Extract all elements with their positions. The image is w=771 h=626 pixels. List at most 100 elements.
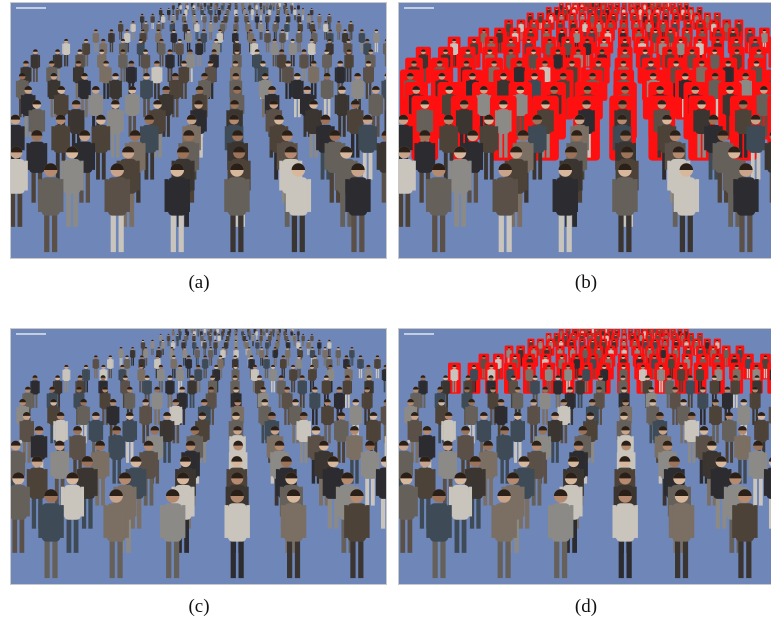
- person-arm: [231, 393, 233, 407]
- person-arm: [130, 24, 131, 31]
- person-body: [496, 177, 515, 215]
- person-leg: [607, 15, 608, 21]
- person-body: [383, 369, 386, 381]
- person-body: [291, 5, 293, 9]
- person-body: [297, 331, 299, 335]
- person-leg: [186, 341, 187, 347]
- person-arm: [155, 33, 156, 41]
- person-leg: [349, 67, 351, 82]
- person-leg: [324, 423, 327, 443]
- person-body: [109, 109, 121, 134]
- person-arm: [290, 350, 291, 357]
- person-body: [328, 369, 334, 381]
- person-leg: [274, 6, 275, 10]
- person-arm: [251, 10, 252, 15]
- person-arm: [290, 17, 291, 23]
- person-leg: [285, 81, 287, 99]
- person-arm: [217, 343, 218, 349]
- person-arm: [735, 110, 737, 131]
- person-leg: [328, 348, 329, 355]
- person-arm: [576, 67, 578, 81]
- person-body: [159, 10, 162, 15]
- person-arm: [196, 343, 197, 349]
- person-leg: [292, 335, 293, 340]
- render-panel: [10, 2, 387, 259]
- person-leg: [121, 31, 122, 40]
- person-arm: [209, 81, 211, 97]
- person-leg: [116, 131, 119, 158]
- person-arm: [279, 343, 280, 349]
- person-arm: [687, 55, 688, 67]
- person-arm: [208, 24, 209, 31]
- person-arm: [216, 381, 217, 393]
- person-leg: [330, 22, 331, 29]
- person-body: [337, 24, 341, 32]
- person-arm: [232, 370, 233, 380]
- person-arm: [525, 95, 527, 114]
- person-arm: [741, 24, 742, 31]
- person-leg: [302, 15, 303, 21]
- person-body: [399, 159, 413, 194]
- person-arm: [322, 381, 323, 393]
- person-arm: [194, 24, 195, 31]
- person-leg: [215, 335, 216, 340]
- person-leg: [708, 22, 709, 29]
- person-leg: [399, 190, 403, 227]
- person-arm: [148, 350, 149, 357]
- person-leg: [254, 6, 255, 10]
- person-arm: [202, 17, 203, 23]
- person-body: [153, 393, 161, 410]
- person-arm: [107, 126, 110, 150]
- person-arm: [590, 17, 591, 23]
- person-leg: [266, 332, 267, 336]
- person-arm: [765, 143, 768, 170]
- person-leg: [298, 335, 299, 340]
- person-body: [179, 331, 181, 335]
- person-leg: [222, 335, 223, 340]
- person-arm: [259, 81, 261, 97]
- person-leg: [314, 81, 316, 99]
- person-leg: [190, 393, 192, 408]
- person-leg: [158, 407, 160, 425]
- person-arm: [176, 10, 177, 15]
- person-leg: [127, 42, 128, 53]
- person-leg: [52, 211, 57, 252]
- person-body: [283, 393, 291, 410]
- person-arm: [309, 393, 311, 407]
- person-arm: [170, 24, 171, 31]
- person-leg: [199, 380, 201, 393]
- person-leg: [160, 15, 161, 21]
- person-arm: [172, 421, 174, 440]
- person-arm: [352, 55, 353, 67]
- person-body: [311, 336, 314, 341]
- person-arm: [154, 359, 155, 367]
- person-body: [210, 3, 212, 7]
- person-arm: [327, 17, 328, 23]
- person-arm: [300, 95, 302, 114]
- person-body: [54, 54, 61, 68]
- person-arm: [246, 179, 250, 212]
- person-body: [221, 5, 223, 9]
- person-arm: [289, 370, 290, 380]
- person-arm: [296, 359, 297, 367]
- person-arm: [137, 95, 139, 114]
- person-arm: [97, 55, 98, 67]
- person-body: [127, 94, 138, 116]
- person-arm: [509, 110, 511, 131]
- person-arm: [265, 343, 266, 349]
- person-leg: [312, 407, 314, 425]
- person-body: [197, 329, 199, 333]
- person-arm: [201, 370, 202, 380]
- person-body: [328, 16, 331, 23]
- person-arm: [363, 44, 364, 54]
- person-leg: [359, 211, 364, 252]
- person-leg: [363, 150, 367, 180]
- person-arm: [321, 343, 322, 349]
- person-leg: [146, 357, 147, 366]
- person-arm: [161, 343, 162, 349]
- person-leg: [238, 211, 243, 252]
- person-arm: [345, 179, 349, 212]
- person-arm: [553, 179, 557, 212]
- person-arm: [321, 17, 322, 23]
- person-leg: [728, 190, 733, 227]
